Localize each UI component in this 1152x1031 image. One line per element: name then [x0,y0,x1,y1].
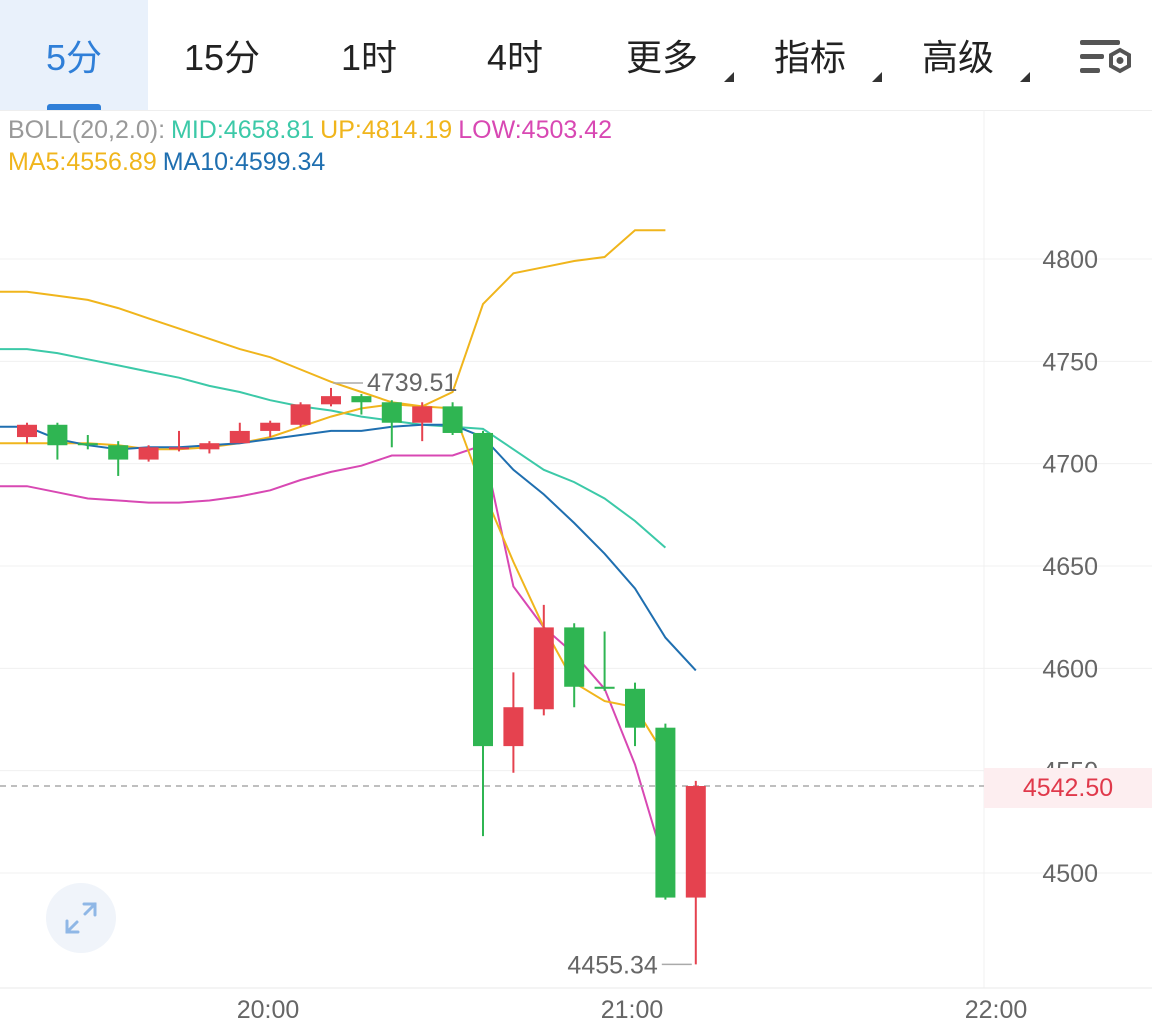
tab-label: 15分 [183,37,261,78]
boll-mid-value: MID:4658.81 [171,116,315,144]
ma10-value: MA10:4599.34 [162,148,326,176]
y-tick-label: 4600 [1042,655,1098,683]
x-tick-label: 21:00 [601,996,664,1024]
tab-15min[interactable]: 15分 [148,0,296,110]
series-line-ma5 [0,403,667,757]
candle-body [533,627,554,710]
candle-body [169,447,189,450]
series-line-mid [0,348,667,549]
candle-body [108,445,129,460]
candle-body [503,707,524,747]
expand-arrows-icon [65,902,97,934]
candle-body [290,404,311,425]
candlestick-chart[interactable]: 480047504700465046004550450020:0021:0022… [0,110,1152,1031]
x-tick-label: 20:00 [237,996,300,1024]
axis-labels: 480047504700465046004550450020:0021:0022… [237,246,1098,1024]
boll-label: BOLL(20,2.0): [8,116,166,144]
candle-body [199,443,220,450]
boll-up-value: UP:4814.19 [320,116,453,144]
tab-label: 5分 [45,37,103,78]
series-line-up [0,229,666,408]
candle-body [47,424,68,446]
tab-label: 指标 [773,37,846,78]
tab-4hour[interactable]: 4时 [442,0,588,110]
candle-body [473,432,493,747]
y-tick-label: 4500 [1042,860,1098,888]
candle-body [655,727,676,898]
tab-indicators[interactable]: 指标 [736,0,884,110]
tab-label: 高级 [921,37,994,78]
dropdown-corner-icon [872,72,882,82]
ma-legend: MA5:4556.89 MA10:4599.34 [8,148,331,177]
candle-body [442,406,463,433]
ma5-value: MA5:4556.89 [8,148,157,176]
y-tick-label: 4650 [1042,553,1098,581]
tab-1hour[interactable]: 1时 [296,0,442,110]
boll-legend: BOLL(20,2.0): MID:4658.81 UP:4814.19 LOW:45… [8,116,618,145]
tab-5min[interactable]: 5分 [0,0,148,110]
candle-body [625,688,645,728]
current-price-tag: 4542.50 [984,768,1152,808]
tab-label: 1时 [340,37,398,78]
candle-body [594,686,615,689]
candles [17,387,706,965]
tab-more[interactable]: 更多 [588,0,736,110]
series-line-ma10 [0,423,697,672]
boll-low-value: LOW:4503.42 [458,116,613,144]
candle-body [17,424,37,438]
y-tick-label: 4800 [1042,246,1098,274]
candle-body [685,786,706,898]
series-line-low [0,443,667,868]
candle-body [412,406,433,423]
candle-body [260,422,281,431]
candle-body [229,430,250,444]
settings-sliders-icon[interactable] [1078,36,1134,82]
timeframe-tabs: 5分 15分 1时 4时 更多 指标 高级 [0,0,1152,111]
tab-label: 4时 [486,37,544,78]
expand-button[interactable] [46,883,116,953]
active-tab-indicator [47,104,101,110]
dropdown-corner-icon [724,72,734,82]
x-tick-label: 22:00 [965,996,1028,1024]
candle-body [321,396,341,405]
low-price-label: 4455.34 [567,951,657,979]
tab-advanced[interactable]: 高级 [884,0,1032,110]
candle-body [138,447,159,460]
y-tick-label: 4700 [1042,451,1098,479]
candle-body [564,627,585,687]
grid-lines [0,110,1152,989]
candle-body [77,443,98,446]
tab-label: 更多 [625,37,698,78]
candle-body [351,396,372,403]
y-tick-label: 4750 [1042,348,1098,376]
dropdown-corner-icon [1020,72,1030,82]
candle-body [381,402,402,423]
high-price-label: 4739.51 [367,369,457,397]
